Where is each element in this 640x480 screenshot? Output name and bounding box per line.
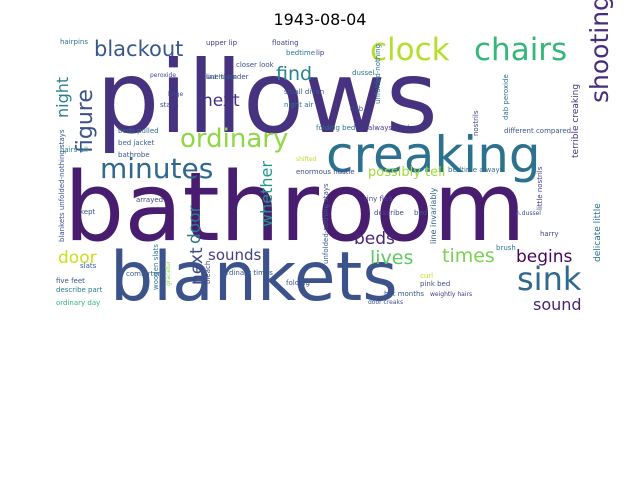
cloud-word: lives [370,247,413,269]
cloud-word: upper lip [206,39,238,47]
cloud-word: different compared [504,127,571,135]
cloud-word: little nostrils [536,166,544,210]
cloud-word: floating [272,39,299,47]
cloud-word: figure [73,89,98,153]
cloud-word: beds [354,229,395,249]
cloud-word: describe [374,209,404,217]
cloud-word: possibly tell [368,165,445,180]
cloud-word: curl [420,272,433,280]
cloud-word: folding [286,279,310,287]
cloud-word: delicate little [593,203,603,262]
cloud-word: door [58,248,97,268]
cloud-word: creaking [326,126,541,184]
cloud-word: line invariably [429,187,438,244]
cloud-word: five feet [56,277,85,285]
cloud-word: clock [370,32,450,68]
cloud-word: unfolded-nothing stays [322,183,330,264]
cloud-word: stays [160,101,179,109]
cloud-word: door creaks [368,299,403,306]
cloud-word: next [202,91,240,111]
cloud-word: bed jacket [118,139,155,147]
cloud-word: terrible creaking [571,84,581,158]
cloud-word: wooden slats [152,244,160,290]
cloud-word: bedtime [286,49,315,57]
cloud-word: ordinary [180,124,288,154]
cloud-word: find [276,63,312,85]
cloud-word: pillows [96,39,438,156]
cloud-word: ordinary times [222,269,273,277]
cloud-word: describe part [56,286,103,294]
cloud-word: times [442,245,495,267]
cloud-word: shifted [296,156,317,163]
cloud-word: bleach [204,261,212,284]
cloud-word: bathrobe [118,151,150,159]
cloud-word: whether [257,161,276,227]
cloud-word: peroxide [150,72,176,79]
cloud-word: dab [350,105,364,113]
cloud-word: blankets [110,238,398,317]
cloud-word: unfolded-nothing [374,44,382,104]
cloud-word: closer look [236,61,275,69]
cloud-word: brush [496,244,516,252]
cloud-word: next [187,247,207,285]
cloud-word: bathroom [64,153,526,263]
cloud-word: bedtime always [448,166,504,174]
cloud-word: sad hustle [206,74,237,81]
cloud-word: night air [284,101,313,109]
cloud-word: door [185,205,205,244]
cloud-word: comforter [126,270,161,278]
cloud-word: hairs-all [60,146,88,154]
cloud-word: sink [517,260,582,298]
cloud-word: chairs [474,32,567,68]
cloud-word: large [168,91,184,98]
cloud-word: blankets unfolded-nothing stays [58,129,66,242]
cloud-word: kept [80,208,96,216]
cloud-word: blackout [94,37,183,61]
cloud-word: ordinary day [56,299,100,307]
cloud-word: graceful [165,261,172,286]
cloud-word: hairpins [60,38,88,46]
cloud-word: small divan [284,88,324,96]
cloud-word: minutes [100,152,213,185]
cloud-word: enormous hustle [296,168,355,176]
cloud-word: nostrils [472,110,480,136]
cloud-word: hot months [384,290,424,298]
cloud-word: shooting [585,0,614,103]
cloud-word: sounds [208,246,262,264]
cloud-word: tiny flea [364,195,393,203]
cloud-word: dussel [352,69,374,77]
figure-title: 1943-08-04 [273,10,367,29]
cloud-word: begins [516,247,573,267]
cloud-word: always begins [368,124,418,132]
cloud-word: lip [316,49,325,57]
cloud-word: n.dussel [516,210,541,217]
cloud-word: pink bed [420,280,450,288]
cloud-word: beds pulled [118,127,159,135]
cloud-word: arrayed [136,196,163,204]
cloud-word: folding bed [316,124,355,132]
cloud-word: line thunder [206,73,249,81]
cloud-word: dab peroxide [502,74,510,120]
cloud-word: harry [540,230,559,238]
cloud-word: night [53,77,72,118]
cloud-word: bed [414,209,427,217]
cloud-word: weightly hairs [430,291,472,298]
cloud-word: slats [80,262,97,270]
cloud-word: sound [533,295,582,314]
